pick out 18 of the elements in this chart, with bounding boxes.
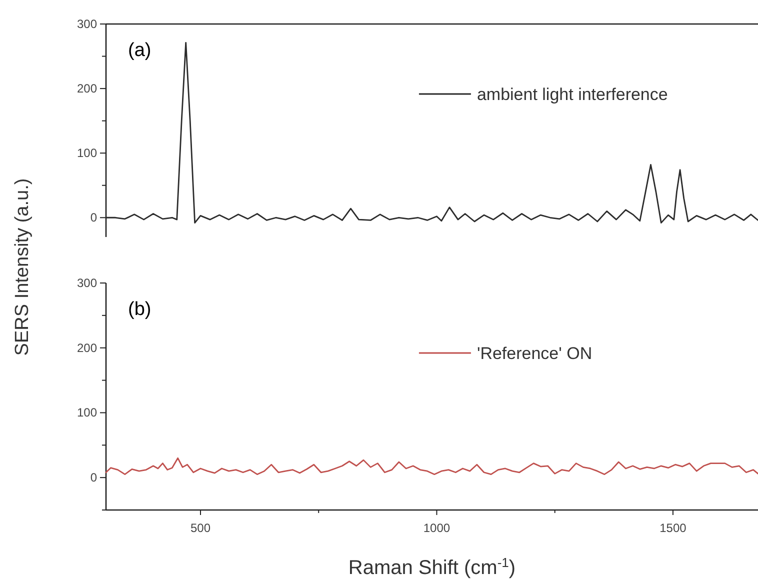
y-axis-title: SERS Intensity (a.u.)	[12, 178, 33, 356]
legend-label: ambient light interference	[476, 85, 668, 104]
annotation: (b)	[128, 299, 152, 320]
x-tick-label: 1000	[423, 521, 450, 535]
legend-label: 'Reference' ON	[476, 344, 592, 363]
line-series	[105, 457, 758, 476]
y-tick-label: 200	[76, 340, 98, 355]
annotation: (a)	[128, 40, 152, 61]
y-tick-label: 300	[76, 276, 98, 290]
y-tick-label: 300	[76, 17, 98, 31]
y-tick-label: 100	[76, 146, 98, 160]
x-axis-title: Raman Shift (cm$^{-1}$)	[348, 554, 516, 579]
y-tick-label: 0	[90, 210, 98, 225]
y-tick-label: 0	[90, 470, 98, 485]
y-tick-label: 100	[76, 406, 98, 420]
x-tick-label: 1500	[660, 521, 687, 535]
x-tick-label: 500	[190, 521, 211, 535]
y-tick-label: 200	[76, 82, 98, 96]
